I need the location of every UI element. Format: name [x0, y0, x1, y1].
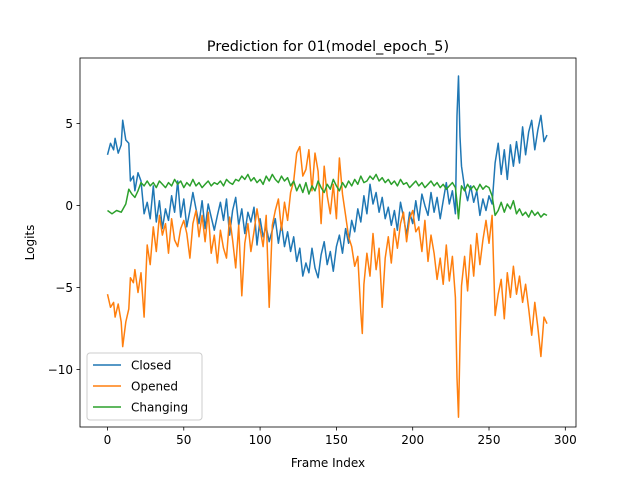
x-axis-label: Frame Index	[291, 456, 365, 470]
y-tick-label: 5	[65, 117, 73, 131]
legend-label-changing: Changing	[131, 400, 188, 414]
x-axis: 0 50 100 150 200 250 300	[104, 427, 577, 447]
series-layer	[106, 75, 548, 418]
legend-box	[86, 352, 203, 421]
series-line-changing	[107, 173, 548, 220]
plot-frame	[79, 57, 577, 428]
x-tick-label: 200	[401, 433, 424, 447]
x-tick-label: 0	[104, 433, 112, 447]
y-tick-label: −5	[55, 281, 73, 295]
y-tick-label: −10	[48, 363, 73, 377]
x-tick-label: 250	[478, 433, 501, 447]
chart-title: Prediction for 01(model_epoch_5)	[207, 39, 449, 55]
series-line-closed	[106, 75, 548, 279]
x-tick-label: 50	[176, 433, 191, 447]
x-tick-label: 300	[554, 433, 577, 447]
legend-label-closed: Closed	[131, 358, 171, 372]
legend-label-opened: Opened	[131, 379, 178, 393]
y-tick-label: 0	[65, 199, 73, 213]
series-line-opened	[106, 145, 548, 418]
legend: Closed Opened Changing	[86, 352, 203, 421]
x-tick-label: 150	[325, 433, 348, 447]
y-axis-label: Logits	[23, 225, 37, 261]
y-axis: 5 0 −5 −10	[48, 117, 80, 377]
x-tick-label: 100	[249, 433, 272, 447]
